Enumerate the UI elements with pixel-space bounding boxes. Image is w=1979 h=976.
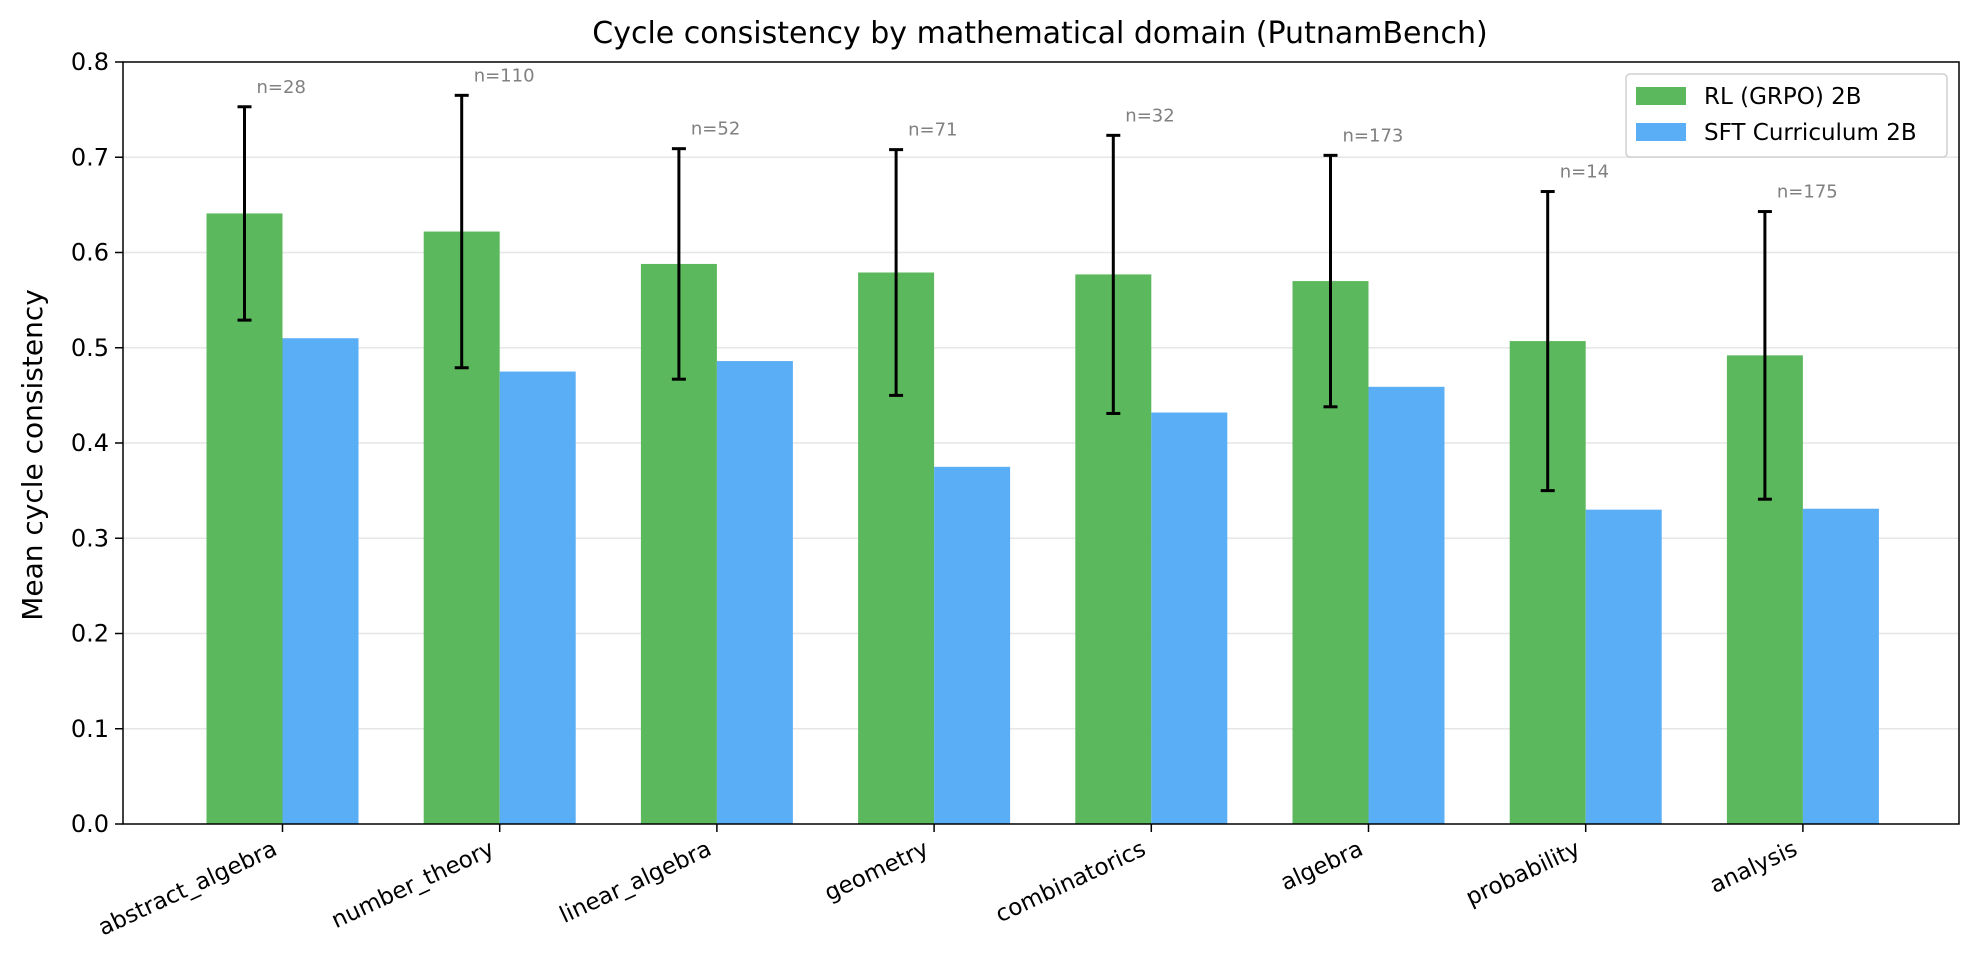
legend-swatch <box>1636 87 1686 105</box>
sample-count-label: n=175 <box>1777 182 1838 203</box>
x-tick-label: geometry <box>821 836 933 907</box>
y-tick-label: 0.5 <box>71 334 109 362</box>
grid-lines <box>123 156 1959 730</box>
legend-label: RL (GRPO) 2B <box>1704 84 1862 110</box>
bar-sft-curriculum <box>1585 509 1662 824</box>
bar-sft-curriculum <box>282 338 359 824</box>
y-tick-label: 0.2 <box>71 620 109 648</box>
sample-count-label: n=110 <box>474 65 535 86</box>
x-tick-label: linear_algebra <box>556 836 716 929</box>
bars <box>206 213 1879 825</box>
y-tick-label: 0.0 <box>71 810 109 838</box>
y-tick-label: 0.3 <box>71 524 109 552</box>
y-tick-label: 0.6 <box>71 239 109 267</box>
sample-count-label: n=71 <box>908 120 957 141</box>
plot-frame <box>122 61 1960 825</box>
legend-box <box>1625 73 1948 158</box>
chart-title: Cycle consistency by mathematical domain… <box>592 16 1487 51</box>
y-tick-label: 0.7 <box>71 143 109 171</box>
sample-count-label: n=173 <box>1343 125 1404 146</box>
legend: RL (GRPO) 2B SFT Curriculum 2B <box>1625 73 1948 158</box>
sample-count-label: n=28 <box>257 77 306 98</box>
bar-sft-curriculum <box>716 361 793 824</box>
x-tick-label: algebra <box>1277 836 1367 896</box>
x-tick-label: number_theory <box>328 836 499 934</box>
sample-count-label: n=52 <box>691 119 740 140</box>
y-tick-label: 0.8 <box>71 48 109 76</box>
bar-sft-curriculum <box>499 371 576 824</box>
bar-sft-curriculum <box>1802 508 1879 824</box>
y-tick-label: 0.1 <box>71 715 109 743</box>
bar-sft-curriculum <box>934 466 1011 824</box>
sample-count-label: n=14 <box>1560 162 1609 183</box>
y-axis-label: Mean cycle consistency <box>16 289 49 621</box>
y-tick-label: 0.4 <box>71 429 109 457</box>
sample-count-labels: n=28 n=110 n=52 n=71 n=32 n=173 n=14 n=175 <box>257 65 1838 202</box>
error-bars <box>237 93 1772 501</box>
bar-sft-curriculum <box>1151 412 1228 824</box>
x-tick-label: abstract_algebra <box>94 836 281 941</box>
x-tick-label: analysis <box>1706 836 1801 899</box>
bar-sft-curriculum <box>1368 386 1445 824</box>
x-tick-label: combinatorics <box>992 836 1150 928</box>
sample-count-label: n=32 <box>1125 105 1174 126</box>
legend-label: SFT Curriculum 2B <box>1704 120 1917 146</box>
x-tick-label: probability <box>1462 836 1584 911</box>
legend-swatch <box>1636 123 1686 141</box>
